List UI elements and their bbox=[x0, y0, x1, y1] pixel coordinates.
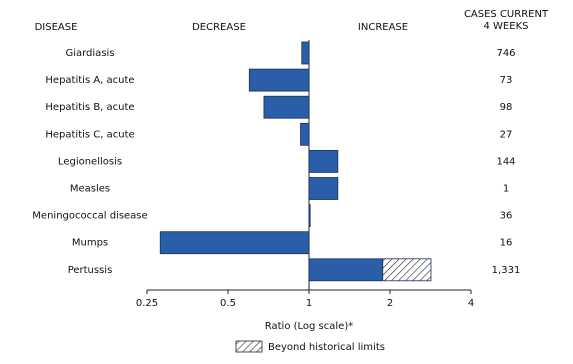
y-tick-label: Legionellosis bbox=[58, 156, 122, 167]
y-tick-label: Hepatitis A, acute bbox=[45, 75, 134, 86]
x-tick-label: 1 bbox=[306, 298, 312, 309]
cases-value: 144 bbox=[496, 156, 515, 167]
legend-swatch bbox=[235, 340, 263, 353]
cases-value: 1,331 bbox=[492, 265, 521, 276]
cases-value: 73 bbox=[500, 75, 513, 86]
y-tick-label: Meningococcal disease bbox=[32, 211, 147, 222]
x-tick-label: 2 bbox=[387, 298, 393, 309]
x-axis-label: Ratio (Log scale)* bbox=[265, 321, 353, 332]
y-tick-label: Pertussis bbox=[68, 265, 113, 276]
bar bbox=[308, 258, 384, 282]
bar bbox=[159, 231, 310, 255]
bar bbox=[308, 204, 311, 228]
y-tick-label: Giardiasis bbox=[65, 48, 114, 59]
y-tick-label: Mumps bbox=[72, 238, 108, 249]
x-tick-label: 4 bbox=[468, 298, 474, 309]
legend-label: Beyond historical limits bbox=[268, 342, 385, 353]
bar bbox=[248, 68, 310, 92]
cases-value: 98 bbox=[500, 102, 513, 113]
bar bbox=[308, 149, 339, 173]
y-tick-label: Hepatitis B, acute bbox=[45, 102, 134, 113]
cases-value: 746 bbox=[496, 48, 515, 59]
bar bbox=[263, 95, 310, 119]
cases-value: 16 bbox=[500, 238, 513, 249]
cases-value: 27 bbox=[500, 129, 513, 140]
x-tick-label: 0.25 bbox=[136, 298, 158, 309]
header-cases: CASES CURRENT bbox=[464, 9, 549, 20]
y-tick-label: Hepatitis C, acute bbox=[45, 129, 134, 140]
header-increase: INCREASE bbox=[358, 22, 408, 33]
bar bbox=[300, 122, 310, 146]
cases-value: 36 bbox=[500, 211, 513, 222]
beyond-limit-bar bbox=[382, 258, 432, 282]
y-tick-label: Measles bbox=[70, 184, 110, 195]
header-disease: DISEASE bbox=[35, 22, 78, 33]
x-tick-label: 0.5 bbox=[220, 298, 236, 309]
bar bbox=[301, 41, 310, 65]
header-decrease: DECREASE bbox=[192, 22, 246, 33]
header-cases: 4 WEEKS bbox=[484, 21, 529, 32]
cases-value: 1 bbox=[503, 184, 509, 195]
bar bbox=[308, 177, 339, 200]
